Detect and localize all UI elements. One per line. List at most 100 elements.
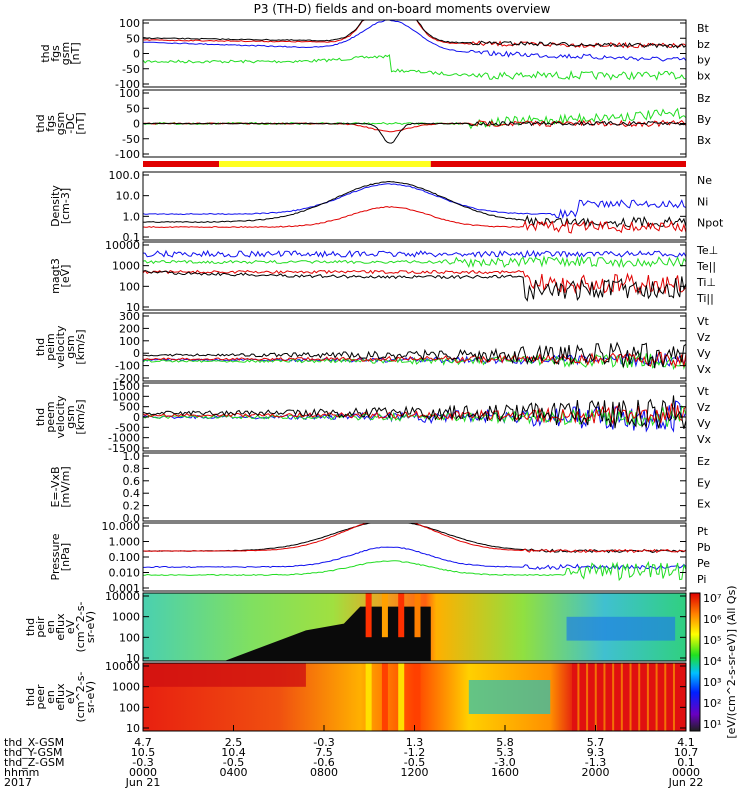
legend-label: Pt bbox=[697, 525, 709, 538]
y-axis-label: thd bbox=[24, 688, 37, 706]
x-tick-label: 1600 bbox=[491, 766, 519, 779]
y-axis-label: eflux bbox=[54, 683, 67, 711]
x-tick-label: 2000 bbox=[582, 766, 610, 779]
x-row-label: thd_X-GSM bbox=[4, 736, 64, 749]
mode-bar-segment bbox=[430, 161, 686, 167]
trace-blue bbox=[142, 353, 687, 368]
spectrogram-stripe bbox=[603, 663, 606, 731]
y-tick-label: 1000 bbox=[112, 390, 140, 403]
legend-label: Bz bbox=[697, 92, 711, 105]
y-axis-label: peir bbox=[34, 616, 47, 638]
y-tick-label: -100 bbox=[115, 360, 140, 373]
legend-label: Vt bbox=[697, 315, 710, 328]
panel-density: 100.0 10.0 1.0 0.1 Density[cm-3] Ne Ni Npot bbox=[49, 169, 724, 244]
y-axis-label: gsm bbox=[64, 405, 77, 428]
mode-bar-segment bbox=[219, 161, 431, 167]
spectrogram-band bbox=[398, 663, 405, 731]
legend-label: Te⊥ bbox=[696, 244, 718, 257]
y-axis-label: thd bbox=[39, 44, 52, 62]
y-axis-label: velocity bbox=[54, 395, 67, 438]
y-tick-label: 10 bbox=[126, 722, 140, 735]
y-tick-label: 0.1 bbox=[123, 231, 141, 244]
y-axis-label: peer bbox=[34, 684, 47, 710]
y-tick-label: 1.0 bbox=[123, 210, 141, 223]
spectrogram-band bbox=[365, 663, 372, 731]
spectrogram-stripe bbox=[629, 663, 632, 731]
colorbar-tick-label: 10⁶ bbox=[703, 613, 722, 626]
y-tick-label: 10000 bbox=[105, 590, 140, 603]
y-tick-label: 10000 bbox=[105, 239, 140, 252]
y-tick-label: 100 bbox=[119, 701, 140, 714]
y-axis-label: thd bbox=[34, 338, 47, 356]
y-tick-label: 1000 bbox=[112, 260, 140, 273]
colorbar-label: [eV/(cm^2-s-sr-eV)] (All Qs) bbox=[725, 585, 738, 738]
spectrogram-stripe bbox=[612, 663, 615, 731]
y-axis-label: [nT] bbox=[74, 112, 87, 134]
trace-red bbox=[142, 206, 687, 234]
x-row-label: thd_Z-GSM bbox=[4, 756, 64, 769]
colorbar-tick-label: 10² bbox=[703, 697, 721, 710]
y-tick-label: -1000 bbox=[108, 432, 140, 445]
y-tick-label: 10000 bbox=[105, 660, 140, 673]
trace-blue bbox=[142, 249, 687, 259]
x-tick-label: -3.0 bbox=[494, 756, 515, 769]
x-tick-label: 4.1 bbox=[677, 736, 695, 749]
x-tick-label: 7.5 bbox=[315, 746, 333, 759]
legend-label: Vx bbox=[697, 433, 712, 446]
spectrogram-stripe bbox=[620, 663, 623, 731]
x-tick-label: 5.7 bbox=[587, 736, 605, 749]
y-tick-label: -100 bbox=[115, 78, 140, 91]
y-axis-label: fgs bbox=[49, 45, 62, 62]
x-tick-label: 10.5 bbox=[131, 746, 156, 759]
x-tick-label: 5.8 bbox=[496, 736, 514, 749]
legend-label: Ti⊥ bbox=[696, 276, 716, 289]
y-tick-label: 1.0 bbox=[123, 450, 141, 463]
x-tick-label: 0800 bbox=[310, 766, 338, 779]
y-axis-label: [cm-3] bbox=[59, 188, 72, 224]
spectrogram-band bbox=[566, 616, 676, 641]
y-tick-label: 0.100 bbox=[109, 551, 141, 564]
spectrogram-stripe bbox=[638, 663, 641, 731]
panel-pressure: 10.000 1.000 0.100 0.010 0.001 Pressure[nPa] P… bbox=[49, 520, 711, 595]
y-tick-label: 50 bbox=[126, 102, 140, 115]
legend-label: Pb bbox=[697, 541, 711, 554]
spectrogram-dark-region bbox=[224, 606, 431, 661]
trace-green bbox=[142, 352, 687, 371]
trace-black bbox=[142, 341, 687, 369]
trace-black bbox=[142, 522, 687, 554]
colorbar-tick-label: 10¹ bbox=[703, 718, 721, 731]
y-axis-label: en bbox=[44, 620, 57, 634]
panel-frame bbox=[142, 171, 687, 241]
x-tick-label: Jun 22 bbox=[668, 776, 704, 789]
trace-black bbox=[142, 180, 687, 228]
y-axis-label: peem bbox=[44, 401, 57, 432]
y-axis-label: eV bbox=[64, 689, 77, 704]
legend-label: Pe bbox=[697, 557, 710, 570]
y-tick-label: 1500 bbox=[112, 380, 140, 393]
spectrogram-stripe bbox=[577, 663, 580, 731]
spectrogram-band bbox=[365, 593, 372, 638]
y-axis-label: (cm^2-s- bbox=[74, 672, 87, 723]
y-tick-label: 0.001 bbox=[109, 582, 141, 595]
x-tick-label: 1.3 bbox=[406, 736, 424, 749]
spectrogram-band bbox=[381, 593, 388, 638]
y-axis-label: [mV/m] bbox=[59, 466, 72, 507]
y-tick-label: 0.4 bbox=[123, 487, 141, 500]
legend-label: Vx bbox=[697, 363, 712, 376]
y-axis-label: [eV] bbox=[59, 265, 72, 288]
y-axis-label: magt3 bbox=[49, 258, 62, 294]
spectrogram-stripe bbox=[594, 663, 597, 731]
trace-red bbox=[142, 269, 687, 295]
y-tick-label: 10 bbox=[126, 652, 140, 665]
legend-label: Ex bbox=[697, 498, 711, 511]
x-tick-label: 10.4 bbox=[221, 746, 246, 759]
x-tick-label: 1200 bbox=[401, 766, 429, 779]
y-tick-label: -50 bbox=[122, 133, 140, 146]
y-tick-label: 100 bbox=[119, 631, 140, 644]
legend-label: Ez bbox=[697, 455, 710, 468]
y-tick-label: 0 bbox=[133, 118, 140, 131]
